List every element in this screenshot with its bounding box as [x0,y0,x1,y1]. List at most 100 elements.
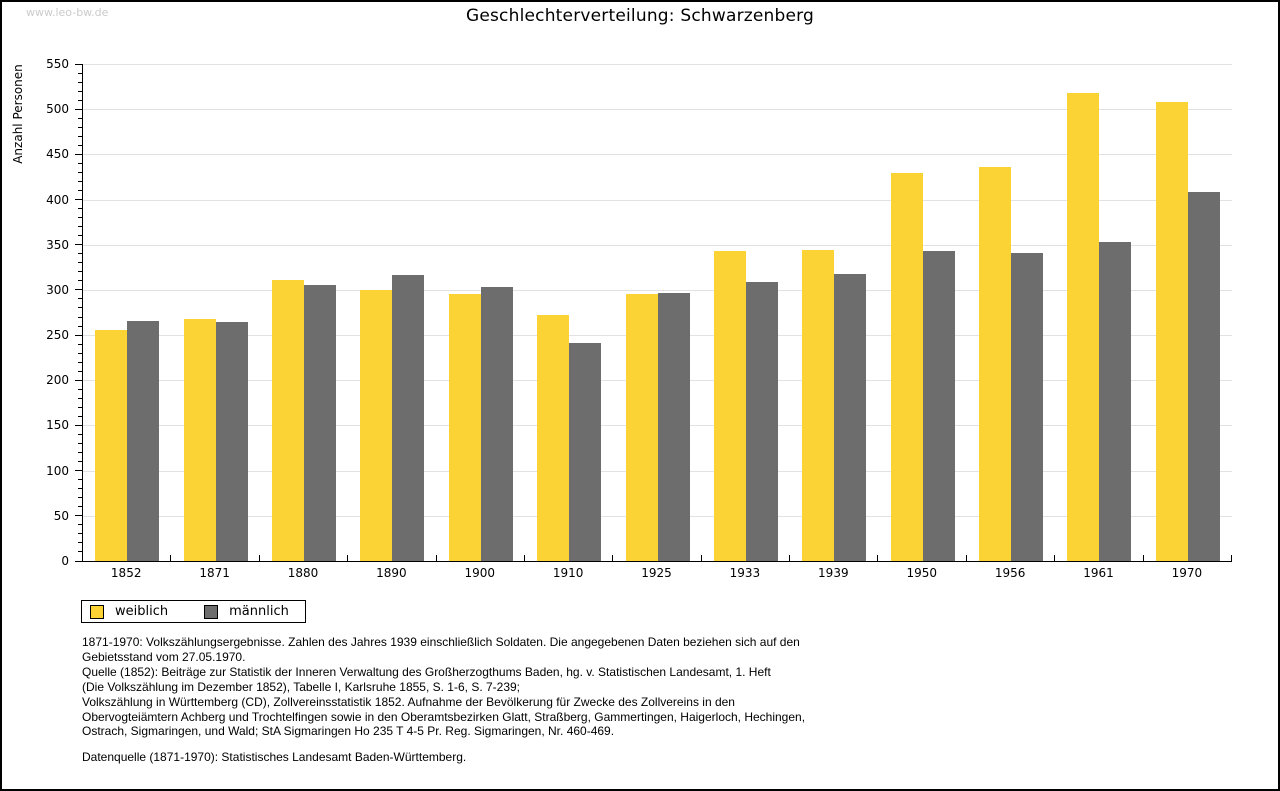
bar-group-1933 [702,64,790,561]
x-boundary-tick [1142,555,1144,561]
y-minor-tick [78,72,82,74]
y-minor-tick [78,180,82,182]
bar-männlich-1910 [569,343,602,561]
y-minor-tick [78,397,82,399]
x-tick-label-1939: 1939 [818,566,849,580]
y-major-tick [75,289,82,291]
y-minor-tick [78,461,82,463]
bar-weiblich-1925 [625,294,658,561]
bar-groups [83,64,1232,561]
y-tick-label: 50 [53,508,69,523]
y-minor-tick [78,361,82,363]
y-tick-label: 0 [61,554,69,568]
y-major-tick [75,199,82,201]
bar-group-1925 [613,64,701,561]
plot-area [82,64,1232,562]
y-minor-tick [78,307,82,309]
bar-weiblich-1939 [802,250,835,561]
source-note: Datenquelle (1871-1970): Statistisches L… [82,750,467,764]
y-minor-tick [78,479,82,481]
y-minor-tick [78,352,82,354]
bar-group-1910 [525,64,613,561]
watermark: www.leo-bw.de [26,6,109,19]
gridline [83,289,1232,291]
x-tick-label-1871: 1871 [199,566,230,580]
gridline [83,244,1232,246]
y-minor-tick [78,415,82,417]
legend: weiblich männlich [81,600,306,623]
bar-weiblich-1880 [271,279,304,561]
bar-männlich-1961 [1099,242,1132,561]
y-minor-tick [78,99,82,101]
bar-weiblich-1890 [360,289,393,561]
bar-group-1880 [260,64,348,561]
gridline [83,64,1232,65]
x-boundary-tick [1054,555,1056,561]
legend-swatch-weiblich [90,604,104,619]
y-tick-label: 100 [46,463,69,478]
x-tick-label-1852: 1852 [110,566,142,580]
bar-group-1950 [879,64,967,561]
y-minor-tick [78,325,82,327]
y-minor-tick [78,271,82,273]
y-minor-tick [78,406,82,408]
y-tick-label: 300 [46,282,69,297]
footnote-line: Quelle (1852): Beiträge zur Statistik de… [82,664,771,679]
y-minor-tick [78,443,82,445]
y-minor-tick [78,235,82,237]
x-boundary-tick [700,555,702,561]
y-minor-tick [78,226,82,228]
x-boundary-tick [347,555,349,561]
bar-männlich-1950 [922,251,955,561]
y-tick-label: 550 [46,57,69,71]
y-major-tick [75,560,82,562]
bar-weiblich-1871 [183,318,216,561]
bar-weiblich-1900 [448,294,481,561]
y-minor-tick [78,253,82,255]
footnote-line: Volkszählung in Württemberg (CD), Zollve… [82,694,735,709]
x-boundary-tick [170,555,172,561]
y-minor-tick [78,542,82,544]
bar-weiblich-1950 [890,173,923,561]
x-tick-label-1956: 1956 [994,566,1026,580]
bar-männlich-1871 [215,322,248,561]
y-major-tick [75,424,82,426]
y-minor-tick [78,551,82,553]
legend-item-maennlich: männlich [204,604,289,619]
bar-männlich-1890 [392,275,425,561]
y-major-tick [75,470,82,472]
footnote-line: Gebietsstand vom 27.05.1970. [82,649,246,664]
chart-title: Geschlechterverteilung: Schwarzenberg [465,6,815,26]
footnote-line: 1871-1970: Volkszählungsergebnisse. Zahl… [82,635,800,649]
y-minor-tick [78,298,82,300]
x-boundary-tick [435,555,437,561]
legend-item-weiblich: weiblich [90,604,168,619]
y-minor-tick [78,190,82,192]
x-tick-label-1950: 1950 [906,566,937,580]
y-minor-tick [78,81,82,83]
y-major-tick [75,108,82,110]
y-major-tick [75,153,82,155]
y-tick-label: 250 [46,328,69,343]
gridline [83,109,1232,111]
x-boundary-tick [965,555,967,561]
bar-weiblich-1852 [95,329,128,561]
y-minor-tick [78,388,82,390]
y-minor-tick [78,135,82,137]
footnote-line: Obervogteiämtern Achberg und Trochtelfin… [82,709,806,724]
bar-männlich-1939 [834,273,867,561]
y-minor-tick [78,316,82,318]
x-boundary-tick [258,555,260,561]
y-minor-tick [78,524,82,526]
legend-label-maennlich: männlich [229,604,289,619]
y-minor-tick [78,343,82,345]
bar-weiblich-1933 [713,251,746,561]
x-tick-label-1925: 1925 [641,566,672,580]
bar-männlich-1933 [745,281,778,561]
x-tick-label-1890: 1890 [376,566,407,580]
bar-weiblich-1956 [979,167,1012,561]
bar-männlich-1852 [127,320,160,561]
x-boundary-tick [523,555,525,561]
y-minor-tick [78,117,82,119]
